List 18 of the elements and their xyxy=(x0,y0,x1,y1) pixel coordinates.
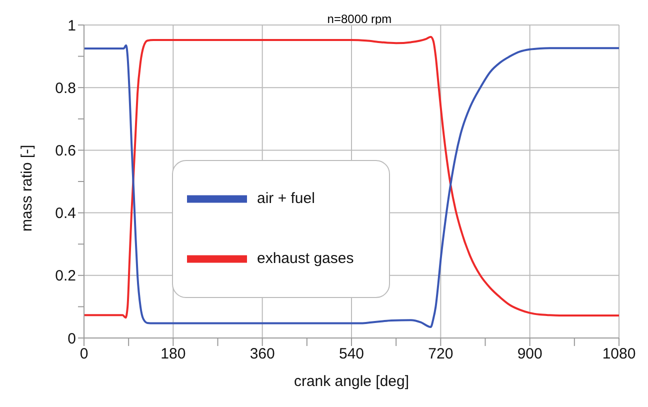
chart-title: n=8000 rpm xyxy=(326,12,393,26)
x-tick-label: 360 xyxy=(250,346,275,363)
x-tick-label: 0 xyxy=(80,346,88,363)
x-tick-label: 1080 xyxy=(602,346,636,363)
y-tick-label: 0.8 xyxy=(55,80,76,97)
y-tick-label: 1 xyxy=(68,17,76,34)
y-tick-label: 0.4 xyxy=(55,205,76,222)
x-tick-label: 720 xyxy=(428,346,454,363)
y-tick-label: 0.2 xyxy=(55,268,76,285)
y-axis-title: mass ratio [-] xyxy=(18,144,36,232)
x-tick-label: 900 xyxy=(517,346,542,363)
x-tick-label: 180 xyxy=(160,346,186,363)
legend-label: exhaust gases xyxy=(257,250,354,268)
y-tick-label: 0 xyxy=(68,330,76,348)
x-tick-label: 540 xyxy=(338,346,364,363)
y-tick-label: 0.6 xyxy=(55,142,76,160)
x-axis-title: crank angle [deg] xyxy=(294,373,410,390)
legend-label: air + fuel xyxy=(257,190,315,208)
